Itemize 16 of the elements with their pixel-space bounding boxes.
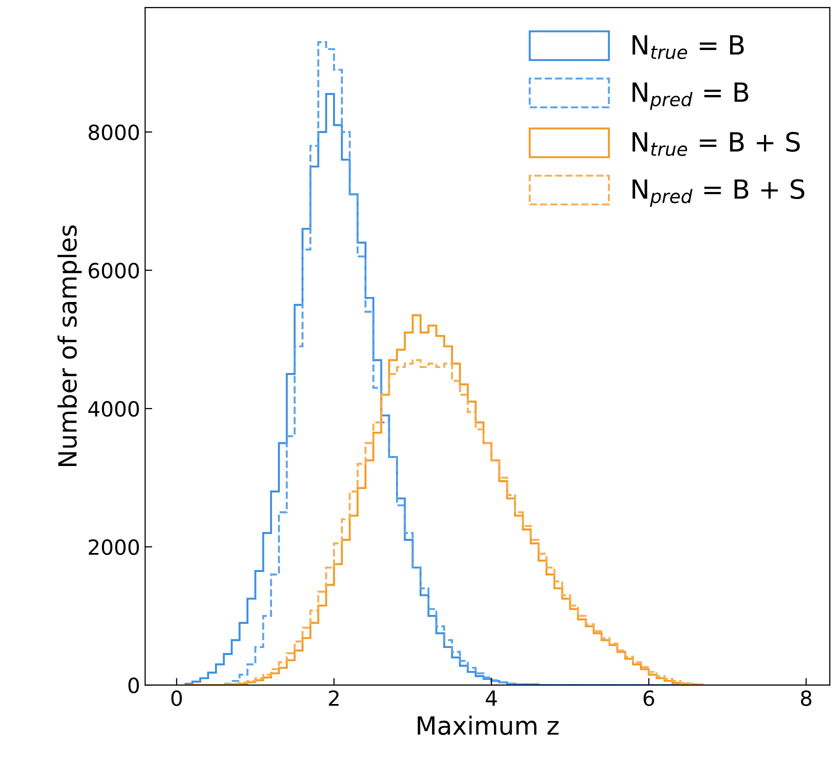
legend-label: N$_{pred}$ = B <box>632 82 748 110</box>
y-tick-label: 8000 <box>88 124 139 140</box>
y-tick-label: 4000 <box>88 401 139 417</box>
legend-label: N$_{true}$ = B + S <box>632 132 800 156</box>
x-tick-label: 6 <box>644 690 654 706</box>
x-tick-label: 8 <box>800 690 812 706</box>
y-axis-title: Number of samples <box>58 225 82 466</box>
legend-label: N$_{pred}$ = B + S <box>632 179 804 207</box>
y-tick-label: 0 <box>128 678 139 694</box>
x-axis-title: Maximum z <box>418 716 559 736</box>
legend-label: N$_{true}$ = B <box>632 35 744 60</box>
x-tick-label: 4 <box>486 690 497 706</box>
y-tick-label: 6000 <box>88 262 139 278</box>
x-tick-label: 0 <box>171 690 182 706</box>
y-tick-label: 2000 <box>88 539 139 556</box>
x-tick-label: 2 <box>328 690 339 706</box>
